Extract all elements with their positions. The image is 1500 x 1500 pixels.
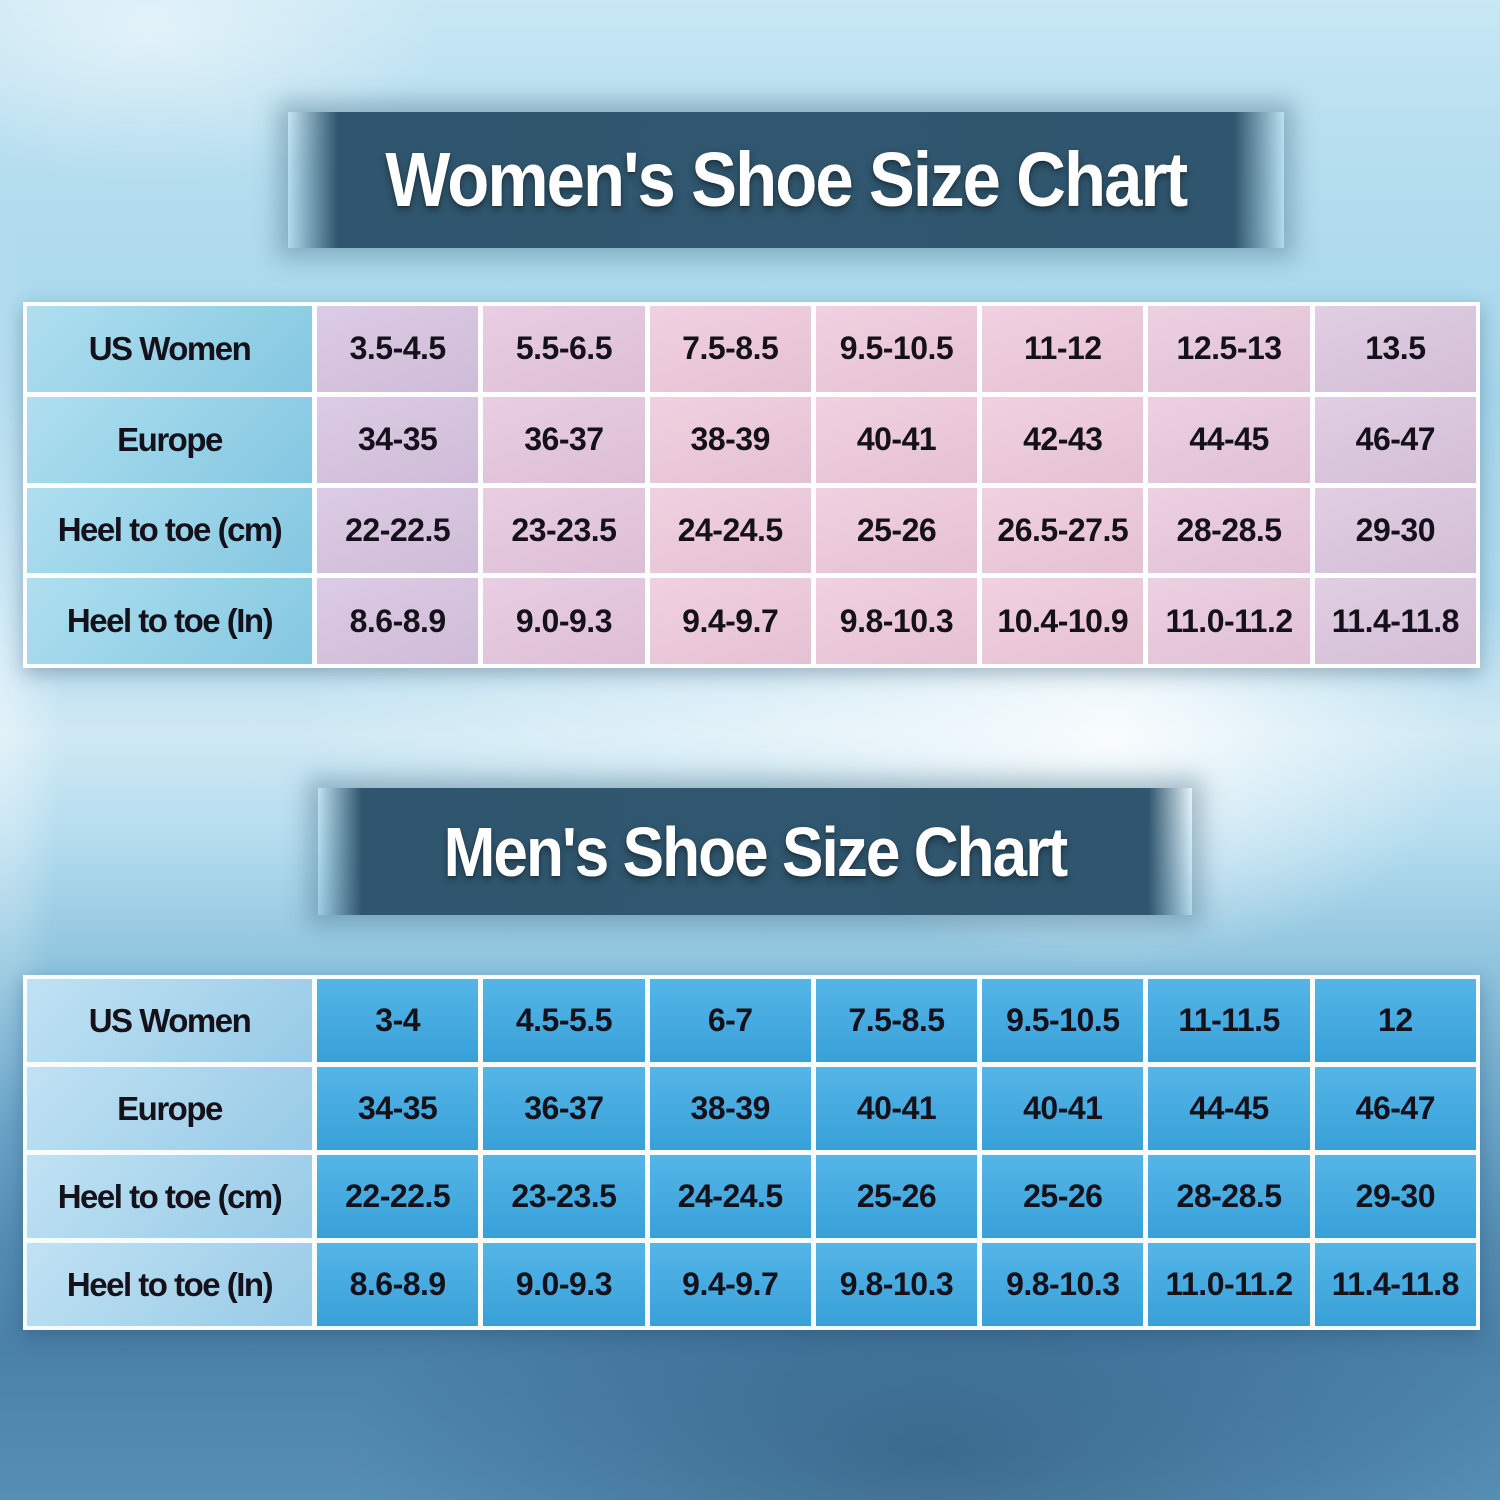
size-value-cell: 12.5-13 <box>1148 306 1310 392</box>
row-label-cell: US Women <box>27 979 312 1062</box>
size-value-cell: 7.5-8.5 <box>815 979 978 1062</box>
row-label-cell: Europe <box>27 1067 312 1150</box>
size-value-cell: 34-35 <box>317 1067 479 1150</box>
size-value-cell: 29-30 <box>1314 487 1476 574</box>
size-value-cell: 9.8-10.3 <box>815 1243 978 1326</box>
size-value-cell: 44-45 <box>1148 396 1310 483</box>
size-value-cell: 22-22.5 <box>317 487 479 574</box>
size-value-cell: 24-24.5 <box>649 1155 811 1238</box>
size-value-cell: 46-47 <box>1314 1067 1476 1150</box>
size-value-cell: 3.5-4.5 <box>317 306 479 392</box>
men-chart-banner: Men's Shoe Size Chart <box>318 788 1192 915</box>
size-value-cell: 40-41 <box>815 396 978 483</box>
size-value-cell: 25-26 <box>815 487 978 574</box>
size-value-cell: 11-12 <box>982 306 1144 392</box>
row-label-cell: Europe <box>27 396 312 483</box>
size-value-cell: 9.8-10.3 <box>815 578 978 664</box>
men-size-table: US Women 3-4 4.5-5.5 6-7 7.5-8.5 9.5-10.… <box>23 975 1480 1330</box>
size-value-cell: 9.5-10.5 <box>982 979 1144 1062</box>
size-value-cell: 10.4-10.9 <box>982 578 1144 664</box>
row-label-cell: Heel to toe (In) <box>27 578 312 664</box>
size-value-cell: 36-37 <box>483 1067 645 1150</box>
size-value-cell: 23-23.5 <box>483 1155 645 1238</box>
size-value-cell: 25-26 <box>982 1155 1144 1238</box>
size-value-cell: 11.4-11.8 <box>1314 1243 1476 1326</box>
size-value-cell: 36-37 <box>483 396 645 483</box>
size-value-cell: 11.0-11.2 <box>1148 1243 1310 1326</box>
row-label-cell: Heel to toe (In) <box>27 1243 312 1326</box>
size-value-cell: 23-23.5 <box>483 487 645 574</box>
size-value-cell: 44-45 <box>1148 1067 1310 1150</box>
size-value-cell: 9.8-10.3 <box>982 1243 1144 1326</box>
size-value-cell: 9.0-9.3 <box>483 1243 645 1326</box>
size-value-cell: 34-35 <box>317 396 479 483</box>
size-value-cell: 7.5-8.5 <box>649 306 811 392</box>
size-value-cell: 9.0-9.3 <box>483 578 645 664</box>
row-label-cell: Heel to toe (cm) <box>27 487 312 574</box>
men-chart-title: Men's Shoe Size Chart <box>443 812 1068 891</box>
size-value-cell: 9.5-10.5 <box>815 306 978 392</box>
size-value-cell: 22-22.5 <box>317 1155 479 1238</box>
women-size-table: US Women 3.5-4.5 5.5-6.5 7.5-8.5 9.5-10.… <box>23 302 1480 668</box>
size-value-cell: 29-30 <box>1314 1155 1476 1238</box>
size-value-cell: 11.0-11.2 <box>1148 578 1310 664</box>
size-value-cell: 4.5-5.5 <box>483 979 645 1062</box>
size-value-cell: 11.4-11.8 <box>1314 578 1476 664</box>
size-value-cell: 28-28.5 <box>1148 487 1310 574</box>
size-value-cell: 26.5-27.5 <box>982 487 1144 574</box>
size-value-cell: 12 <box>1314 979 1476 1062</box>
size-value-cell: 13.5 <box>1314 306 1476 392</box>
row-label-cell: Heel to toe (cm) <box>27 1155 312 1238</box>
row-label-cell: US Women <box>27 306 312 392</box>
size-value-cell: 38-39 <box>649 1067 811 1150</box>
size-value-cell: 25-26 <box>815 1155 978 1238</box>
size-value-cell: 46-47 <box>1314 396 1476 483</box>
size-value-cell: 42-43 <box>982 396 1144 483</box>
size-value-cell: 40-41 <box>982 1067 1144 1150</box>
women-chart-banner: Women's Shoe Size Chart <box>288 112 1284 248</box>
size-value-cell: 8.6-8.9 <box>317 578 479 664</box>
size-value-cell: 9.4-9.7 <box>649 578 811 664</box>
size-value-cell: 8.6-8.9 <box>317 1243 479 1326</box>
size-value-cell: 9.4-9.7 <box>649 1243 811 1326</box>
size-value-cell: 5.5-6.5 <box>483 306 645 392</box>
size-value-cell: 28-28.5 <box>1148 1155 1310 1238</box>
women-chart-title: Women's Shoe Size Chart <box>385 137 1189 223</box>
size-value-cell: 6-7 <box>649 979 811 1062</box>
size-value-cell: 38-39 <box>649 396 811 483</box>
size-value-cell: 3-4 <box>317 979 479 1062</box>
size-value-cell: 40-41 <box>815 1067 978 1150</box>
size-value-cell: 24-24.5 <box>649 487 811 574</box>
size-value-cell: 11-11.5 <box>1148 979 1310 1062</box>
